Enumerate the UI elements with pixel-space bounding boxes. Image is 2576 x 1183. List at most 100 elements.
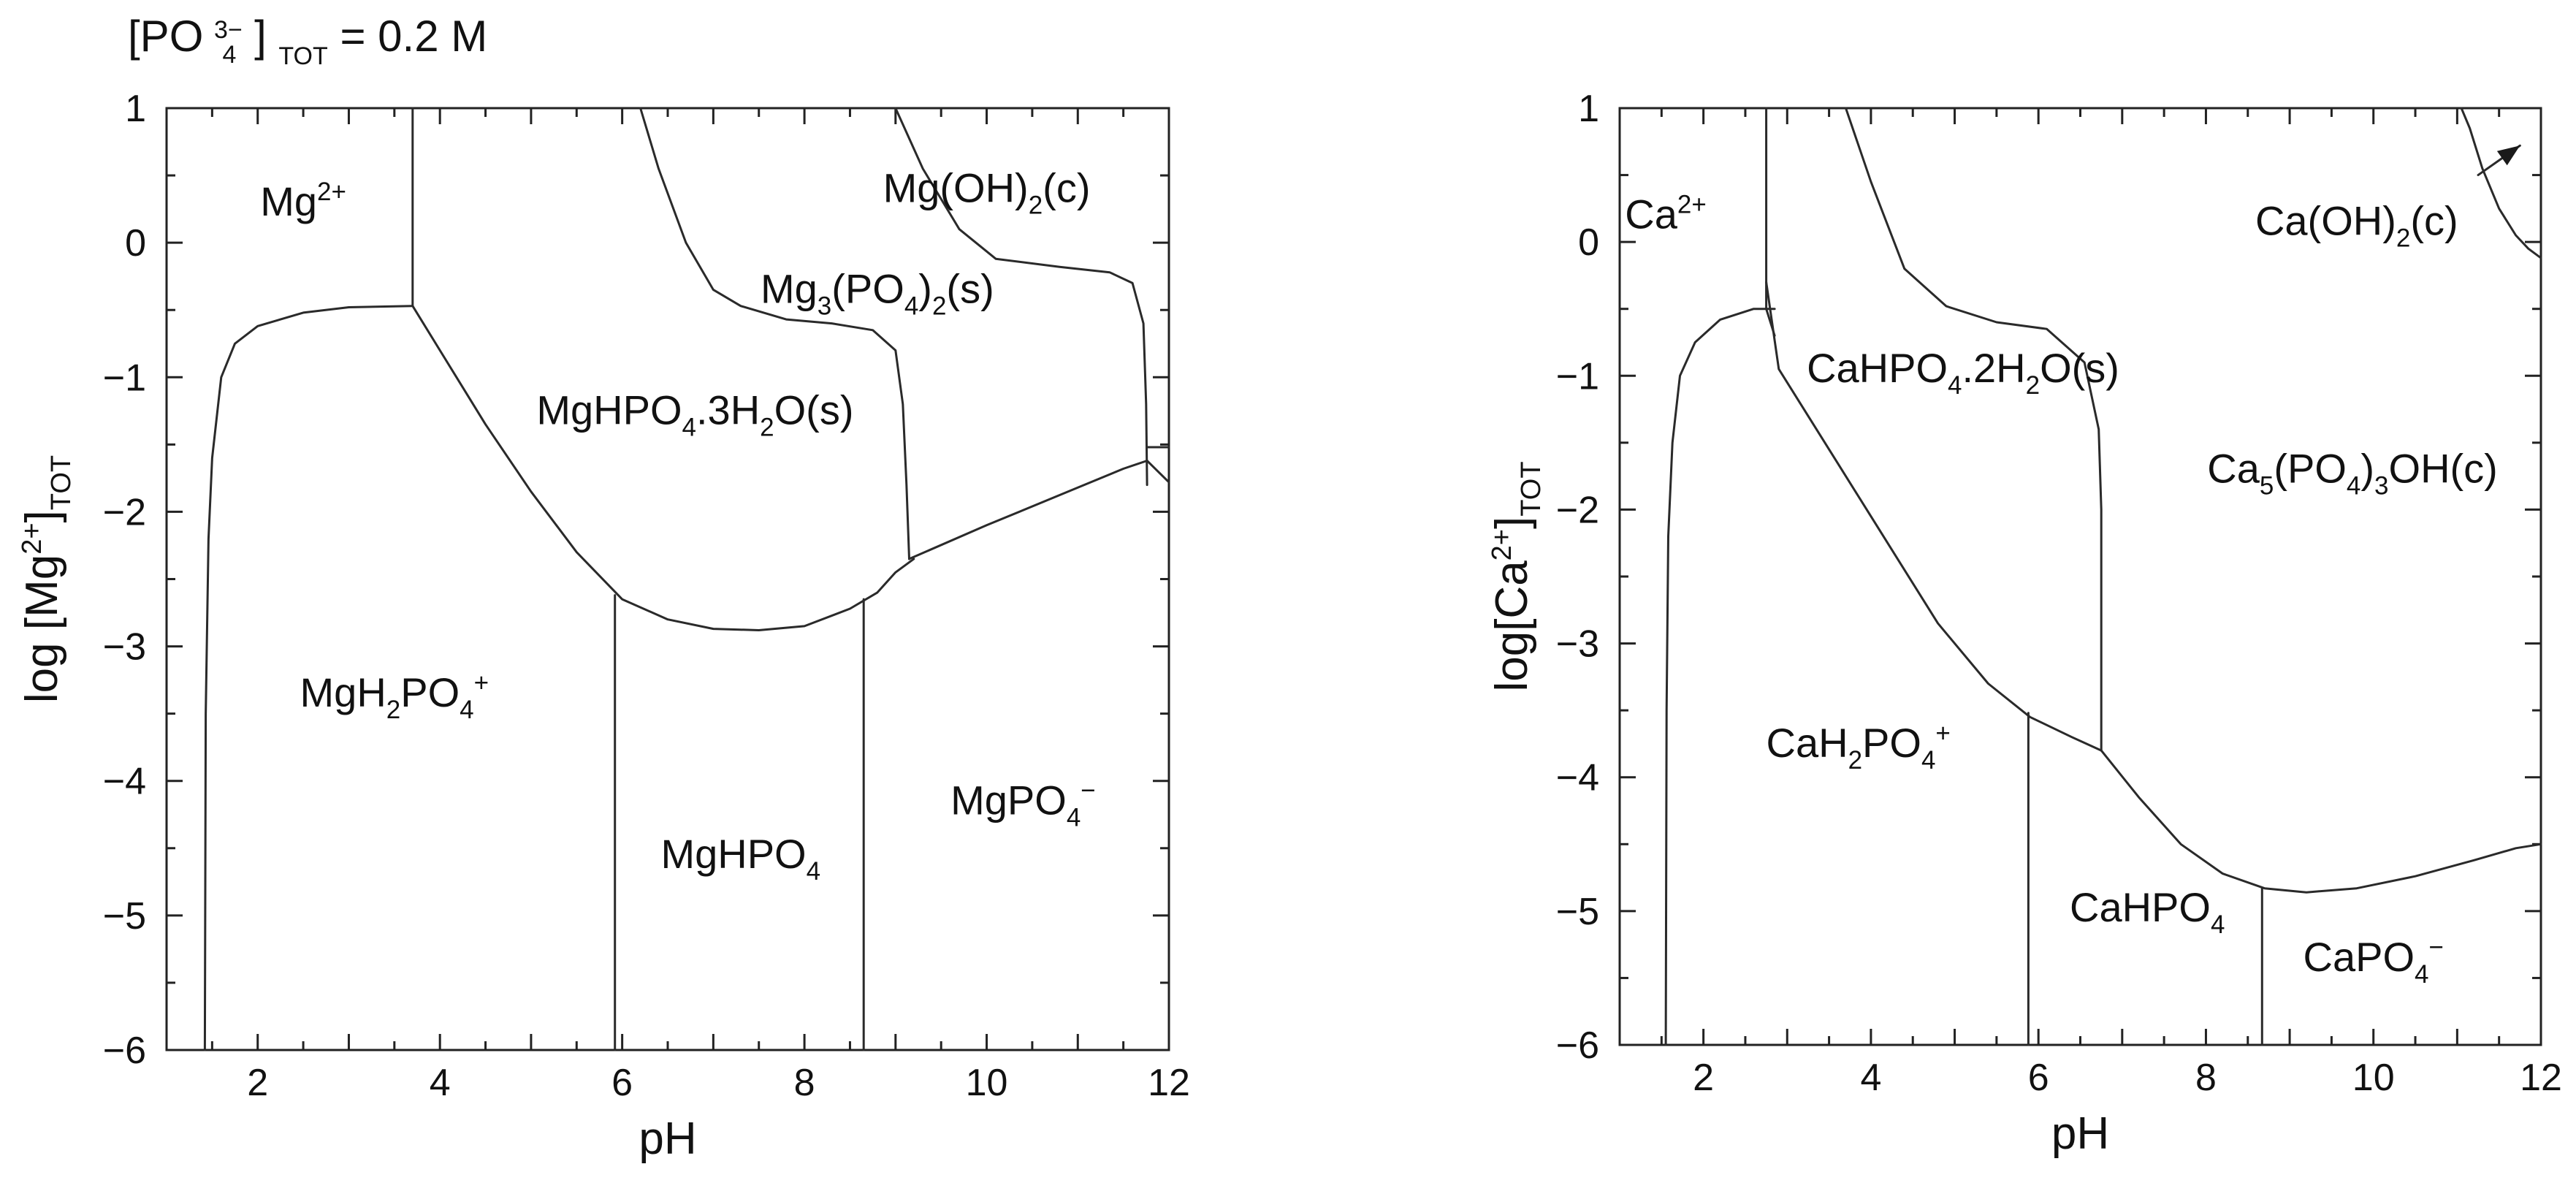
region-label-part: .3H — [696, 387, 760, 433]
pointer-arrow-head — [2496, 145, 2520, 166]
y-axis-title: log [Mg2+]TOT — [17, 455, 77, 703]
region-label-part: PO — [400, 669, 460, 715]
region-label-part: 4 — [2347, 471, 2360, 500]
region-label-part: MgH — [300, 669, 386, 715]
region-label-part: 4 — [682, 413, 696, 441]
region-label-part: MgPO — [950, 777, 1067, 823]
region-label: CaHPO4.2H2O(s) — [1807, 345, 2119, 400]
region-label: CaH2PO4+ — [1767, 719, 1951, 775]
phase-boundary — [2460, 107, 2542, 259]
x-axis-title: pH — [2051, 1108, 2109, 1159]
y-axis-title-part: 2+ — [1487, 529, 1517, 560]
region-label-part: Mg — [260, 178, 317, 224]
region-label-part: − — [2428, 933, 2443, 962]
region-label-part: 2 — [2026, 371, 2040, 400]
note-tot: TOT — [278, 42, 327, 70]
y-axis-title-part: log [Mg — [17, 555, 67, 703]
region-label-part: 4 — [807, 857, 820, 886]
region-label-part: CaHPO — [1807, 345, 1948, 391]
phosphate-total-note: [PO 3− 4 ] TOT = 0.2 M — [128, 0, 487, 74]
y-tick-label: −3 — [1556, 623, 1599, 666]
y-tick-label: −1 — [1556, 355, 1599, 397]
region-label: Mg(OH)2(c) — [883, 164, 1091, 219]
region-label-part: CaPO — [2303, 934, 2415, 980]
note-charge: 3− — [214, 16, 243, 44]
region-label-part: + — [474, 669, 489, 697]
y-tick-label: 1 — [125, 88, 146, 130]
region-label-part: O(s) — [774, 387, 854, 433]
region-label-part: 4 — [2415, 960, 2428, 989]
region-label-part: Ca — [1625, 191, 1677, 237]
x-axis-title: pH — [639, 1114, 696, 1164]
y-tick-label: 0 — [1578, 221, 1599, 264]
region-label-part: + — [1935, 719, 1950, 748]
y-tick-label: 1 — [1578, 88, 1599, 130]
y-tick-label: −5 — [1556, 891, 1599, 933]
region-label-part: O(s) — [2040, 345, 2119, 391]
x-tick-label: 4 — [430, 1062, 451, 1104]
phase-boundary — [894, 107, 1148, 487]
phase-boundary — [1146, 460, 1170, 484]
region-label-part: MgHPO — [536, 387, 682, 433]
y-axis-title-part: TOT — [1516, 461, 1547, 516]
y-tick-label: −2 — [103, 491, 146, 533]
phase-boundary — [411, 305, 915, 631]
region-label-part: 4 — [1921, 746, 1935, 775]
region-label-part: CaHPO — [2070, 884, 2211, 930]
x-tick-label: 2 — [247, 1062, 268, 1104]
x-tick-label: 8 — [2195, 1057, 2217, 1099]
region-label-part: (c) — [1043, 164, 1090, 210]
x-tick-label: 6 — [611, 1062, 633, 1104]
x-tick-label: 6 — [2028, 1057, 2049, 1099]
region-label-part: CaH — [1767, 720, 1848, 766]
region-label-part: 4 — [2211, 910, 2225, 939]
region-label: Ca5(PO4)3OH(c) — [2207, 445, 2498, 500]
note-rest: = 0.2 M — [340, 12, 487, 61]
y-axis-title-part: log[Ca — [1487, 560, 1537, 692]
region-label-part: 2+ — [1677, 191, 1707, 219]
y-tick-label: −6 — [1556, 1024, 1599, 1067]
phase-boundary — [1765, 281, 2103, 752]
region-label: Mg2+ — [260, 178, 346, 224]
region-label: MgH2PO4+ — [300, 669, 489, 724]
region-label-part: 3 — [2374, 471, 2388, 500]
y-tick-label: −3 — [103, 626, 146, 669]
region-label-part: 2 — [2396, 224, 2410, 253]
phase-boundary — [639, 107, 910, 560]
region-label: MgHPO4.3H2O(s) — [536, 387, 853, 441]
region-label: MgPO4− — [950, 776, 1096, 832]
region-label-part: 4 — [904, 292, 918, 321]
y-tick-label: −1 — [103, 357, 146, 399]
region-label: Ca(OH)2(c) — [2255, 198, 2458, 253]
region-label-part: 2 — [1848, 746, 1862, 775]
y-tick-label: −4 — [103, 761, 146, 803]
y-tick-label: −4 — [1556, 757, 1599, 799]
plot-frame — [165, 107, 1170, 1051]
region-label-part: (PO — [831, 266, 904, 312]
phase-boundary — [2100, 749, 2542, 894]
region-label-part: ) — [2360, 445, 2374, 491]
region-label-part: Ca — [2207, 445, 2260, 491]
y-tick-label: −5 — [103, 895, 146, 937]
note-prefix: [PO — [128, 12, 203, 61]
phase-boundary — [1845, 107, 2103, 752]
phase-boundary — [1664, 308, 1776, 1046]
region-label-part: − — [1081, 776, 1095, 804]
x-tick-label: 4 — [1860, 1057, 1881, 1099]
y-axis-title-part: ] — [1487, 517, 1537, 529]
region-label: MgHPO4 — [660, 831, 820, 886]
region-label-part: 3 — [818, 292, 831, 321]
y-tick-label: 0 — [125, 222, 146, 265]
y-axis-title-part: TOT — [46, 455, 77, 510]
phase-boundary — [908, 460, 1148, 560]
phase-boundary — [203, 305, 414, 1051]
y-axis-title-part: ] — [17, 510, 67, 522]
x-tick-label: 12 — [1148, 1062, 1190, 1104]
region-label-part: 5 — [2260, 471, 2274, 500]
note-subscript: 4 — [222, 41, 236, 69]
region-label-part: MgHPO — [660, 831, 806, 877]
region-label-part: 4 — [1067, 803, 1081, 832]
region-label-part: 4 — [460, 696, 473, 724]
y-axis-title: log[Ca2+]TOT — [1487, 461, 1547, 691]
